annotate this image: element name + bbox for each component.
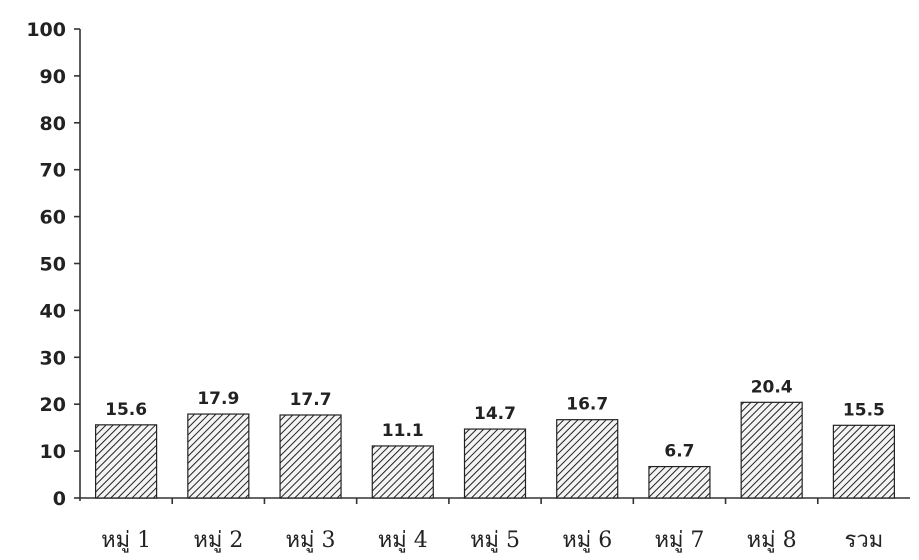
x-tick-label: หมู่ 8: [747, 528, 797, 553]
data-label: 6.7: [664, 442, 694, 462]
x-tick-label: หมู่ 4: [378, 528, 428, 553]
data-label: 15.6: [105, 400, 147, 420]
bar: [279, 414, 342, 499]
bar: [740, 401, 803, 499]
bar: [371, 445, 434, 499]
data-label: 14.7: [474, 404, 516, 424]
bar: [648, 465, 711, 499]
y-tick-label: 20: [40, 394, 66, 416]
bar: [463, 428, 527, 499]
data-label: 17.9: [197, 389, 239, 409]
y-tick-label: 100: [26, 19, 66, 41]
y-tick-label: 10: [40, 441, 66, 463]
y-tick-label: 50: [40, 254, 66, 276]
data-label: 20.4: [751, 377, 793, 397]
y-tick-label: 80: [40, 113, 66, 135]
y-axis: 0 10 20 30 40 50 60 70 80 90 100: [26, 19, 81, 510]
x-tick-label: หมู่ 6: [562, 528, 612, 553]
bars: 15.6 17.9 17.7 11.1 14.7 16.7 6.7 20.4 15.5: [95, 377, 895, 499]
x-tick-label: รวม: [845, 528, 884, 553]
y-tick-label: 90: [40, 66, 66, 88]
bar: [187, 413, 250, 499]
x-tick-label: หมู่ 7: [654, 528, 704, 553]
y-tick-label: 0: [53, 488, 66, 510]
x-tick-label: หมู่ 5: [470, 528, 520, 553]
bar: [832, 424, 895, 499]
x-tick-label: หมู่ 2: [193, 528, 243, 553]
y-tick-label: 60: [40, 207, 66, 229]
bar: [556, 419, 619, 499]
y-tick-label: 70: [40, 160, 66, 182]
x-tick-label: หมู่ 3: [286, 528, 336, 553]
data-label: 15.5: [843, 400, 885, 420]
data-label: 11.1: [382, 421, 424, 441]
x-tick-label: หมู่ 1: [101, 528, 151, 553]
data-label: 16.7: [566, 395, 608, 415]
y-tick-label: 30: [40, 347, 66, 369]
y-tick-label: 40: [40, 300, 66, 322]
bar: [95, 424, 158, 499]
data-label: 17.7: [290, 390, 332, 410]
x-axis: หมู่ 1 หมู่ 2 หมู่ 3 หมู่ 4 หมู่ 5 หมู่ 6 หมู่…: [80, 497, 910, 553]
